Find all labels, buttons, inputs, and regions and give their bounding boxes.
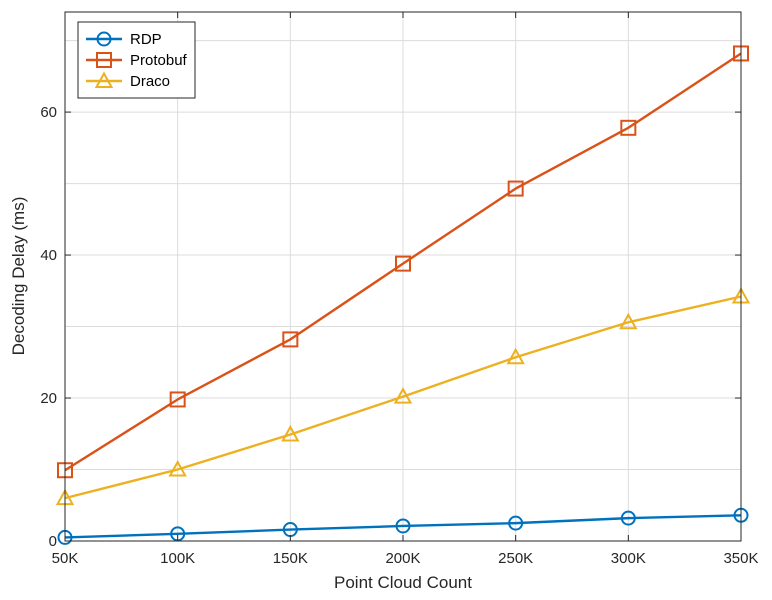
- data-point-draco: [393, 387, 413, 404]
- series-line-draco: [64, 295, 742, 500]
- y-tick-label: 20: [40, 390, 57, 407]
- data-point-rdp: [395, 518, 411, 534]
- data-point-draco: [506, 347, 525, 365]
- legend: RDP Protobuf Draco: [77, 21, 196, 99]
- legend-label-rdp: RDP: [130, 31, 162, 48]
- y-axis-label: Decoding Delay (ms): [9, 197, 28, 356]
- x-tick-label: 350K: [723, 550, 758, 567]
- legend-label-protobuf: Protobuf: [130, 52, 188, 69]
- series-rdp: [57, 507, 749, 545]
- y-tick-label: 60: [40, 104, 57, 121]
- grid-lines: [65, 12, 741, 541]
- x-tick-label: 150K: [273, 550, 308, 567]
- data-point-rdp: [508, 515, 524, 531]
- data-point-protobuf: [620, 119, 637, 136]
- series-group: [55, 45, 751, 545]
- data-point-draco: [168, 459, 187, 477]
- axis-ticks: 50K 100K 150K 200K 250K 300K 350K 0 20 40 60: [40, 12, 759, 567]
- y-tick-label: 0: [49, 533, 57, 550]
- data-point-draco: [619, 312, 638, 330]
- data-point-protobuf: [169, 391, 186, 408]
- series-line-protobuf: [64, 52, 742, 472]
- series-line-rdp: [64, 514, 742, 539]
- x-tick-label: 50K: [52, 550, 79, 567]
- data-point-rdp: [620, 510, 636, 526]
- legend-label-draco: Draco: [130, 73, 170, 90]
- x-tick-label: 200K: [385, 550, 420, 567]
- legend-marker-protobuf: [96, 52, 112, 68]
- legend-marker-rdp: [96, 31, 112, 47]
- series-draco: [55, 286, 751, 506]
- data-point-protobuf: [507, 180, 524, 197]
- x-tick-label: 100K: [160, 550, 195, 567]
- x-axis-label: Point Cloud Count: [334, 573, 472, 592]
- x-tick-label: 250K: [498, 550, 533, 567]
- x-tick-label: 300K: [611, 550, 646, 567]
- legend-marker-draco: [94, 71, 114, 88]
- data-point-draco: [281, 424, 300, 442]
- series-protobuf: [57, 45, 749, 479]
- data-point-protobuf: [282, 331, 299, 348]
- y-tick-label: 40: [40, 247, 57, 264]
- data-point-protobuf: [395, 255, 411, 272]
